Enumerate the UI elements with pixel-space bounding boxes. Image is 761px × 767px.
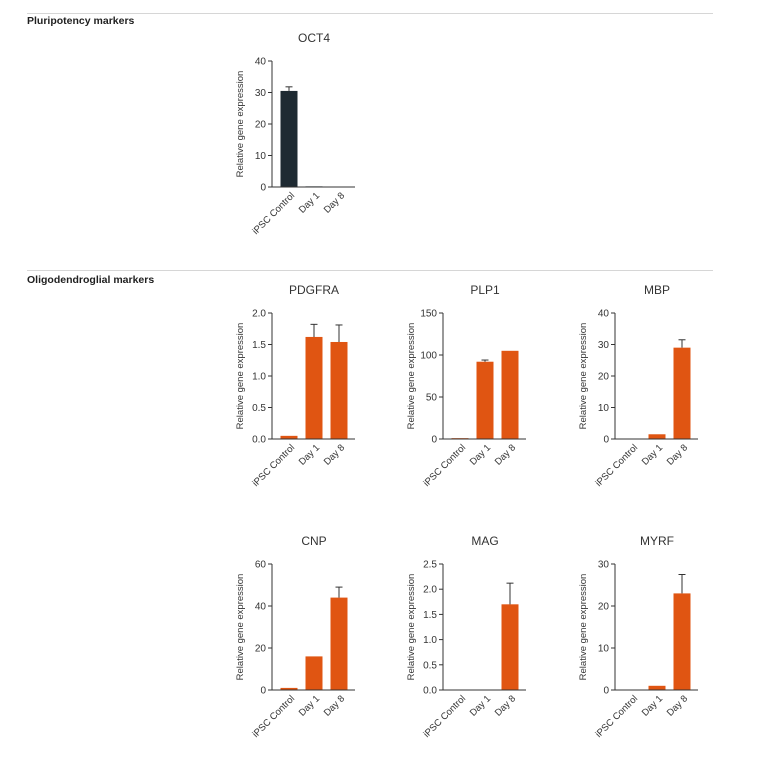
y-axis-label: Relative gene expression xyxy=(578,323,589,430)
y-tick-label: 2.0 xyxy=(252,309,266,320)
bar-day-8 xyxy=(673,593,691,690)
chart-mbp: MBP Relative gene expression 0 10 20 30 40 iPSC… xyxy=(578,283,698,489)
y-tick-label: 10 xyxy=(255,151,267,162)
y-tick-label: 0 xyxy=(260,183,266,194)
y-tick-label: 1.0 xyxy=(252,372,266,383)
chart-title: CNP xyxy=(301,534,326,548)
x-tick-label: iPSC Control xyxy=(594,693,641,740)
y-tick-label: 1.5 xyxy=(423,610,437,621)
y-tick-label: 1.0 xyxy=(423,635,437,646)
section-label-pluripotency: Pluripotency markers xyxy=(27,15,135,27)
section-divider-pluripotency xyxy=(27,13,713,14)
bar-day-1 xyxy=(305,656,323,690)
bar-day-1 xyxy=(648,434,666,439)
bar-ipsc-control xyxy=(280,435,298,439)
x-tick-label: Day 1 xyxy=(640,693,665,718)
y-tick-label: 20 xyxy=(255,120,267,131)
chart-title: MAG xyxy=(471,534,498,548)
y-tick-label: 40 xyxy=(598,309,610,320)
y-tick-label: 20 xyxy=(255,644,267,655)
bar-day-8 xyxy=(501,350,519,439)
chart-pdgfra: PDGFRA Relative gene expression 0.0 0.5 1.0 1… xyxy=(235,283,355,489)
bar-ipsc-control xyxy=(280,90,298,187)
bar-day-1 xyxy=(648,685,666,690)
x-tick-label: Day 1 xyxy=(468,693,493,718)
chart-title: PDGFRA xyxy=(289,283,339,297)
y-tick-label: 10 xyxy=(598,403,610,414)
y-axis-label: Relative gene expression xyxy=(406,323,417,430)
y-tick-label: 0.5 xyxy=(423,660,437,671)
x-tick-label: iPSC Control xyxy=(422,442,469,489)
y-axis-label: Relative gene expression xyxy=(235,574,246,681)
y-tick-label: 30 xyxy=(598,340,610,351)
y-tick-label: 0.5 xyxy=(252,403,266,414)
x-tick-label: Day 8 xyxy=(665,693,690,718)
chart-oct4: OCT4 Relative gene expression 0 10 20 30 40 iPS… xyxy=(235,31,355,237)
chart-title: MBP xyxy=(644,283,670,297)
chart-mag: MAG Relative gene expression 0.0 0.5 1.0 1.5 2… xyxy=(406,534,526,740)
x-tick-label: Day 1 xyxy=(640,442,665,467)
y-axis-label: Relative gene expression xyxy=(235,323,246,430)
y-tick-label: 30 xyxy=(255,88,267,99)
y-axis-label: Relative gene expression xyxy=(406,574,417,681)
chart-myrf: MYRF Relative gene expression 0 10 20 30 iPSC … xyxy=(578,534,698,740)
x-tick-label: iPSC Control xyxy=(422,693,469,740)
y-tick-label: 20 xyxy=(598,372,610,383)
x-tick-label: Day 8 xyxy=(493,693,518,718)
y-tick-label: 0 xyxy=(431,435,437,446)
section-label-oligodendroglial: Oligodendroglial markers xyxy=(27,274,155,286)
x-tick-label: Day 1 xyxy=(297,442,322,467)
chart-plp1: PLP1 Relative gene expression 0 50 100 150 iPS… xyxy=(406,283,526,489)
y-tick-label: 100 xyxy=(420,351,437,362)
y-tick-label: 2.0 xyxy=(423,585,437,596)
x-tick-label: Day 1 xyxy=(297,693,322,718)
x-tick-label: iPSC Control xyxy=(594,442,641,489)
chart-title: OCT4 xyxy=(298,31,330,45)
chart-cnp: CNP Relative gene expression 0 20 40 60 iPSC C… xyxy=(235,534,355,740)
x-tick-label: Day 8 xyxy=(322,442,347,467)
x-tick-label: Day 8 xyxy=(665,442,690,467)
bar-day-1 xyxy=(305,336,323,439)
y-tick-label: 50 xyxy=(426,393,438,404)
y-tick-label: 20 xyxy=(598,602,610,613)
y-tick-label: 1.5 xyxy=(252,340,266,351)
y-tick-label: 0 xyxy=(603,435,609,446)
bar-ipsc-control xyxy=(280,687,298,690)
y-tick-label: 150 xyxy=(420,309,437,320)
bar-day-8 xyxy=(330,597,348,690)
x-tick-label: iPSC Control xyxy=(251,693,298,740)
x-tick-label: Day 8 xyxy=(322,190,347,215)
chart-title: PLP1 xyxy=(470,283,500,297)
x-tick-label: Day 1 xyxy=(468,442,493,467)
y-tick-label: 0.0 xyxy=(252,435,266,446)
y-tick-label: 40 xyxy=(255,602,267,613)
x-tick-label: Day 1 xyxy=(297,190,322,215)
section-divider-oligodendroglial xyxy=(27,270,713,271)
y-tick-label: 0.0 xyxy=(423,686,437,697)
x-tick-label: Day 8 xyxy=(322,693,347,718)
y-tick-label: 10 xyxy=(598,644,610,655)
bar-day-8 xyxy=(501,604,519,690)
y-tick-label: 30 xyxy=(598,560,610,571)
bar-day-8 xyxy=(673,347,691,439)
y-axis-label: Relative gene expression xyxy=(235,71,246,178)
bar-day-8 xyxy=(330,341,348,439)
bar-day-1 xyxy=(476,361,494,439)
y-tick-label: 60 xyxy=(255,560,267,571)
y-tick-label: 40 xyxy=(255,57,267,68)
x-tick-label: iPSC Control xyxy=(251,190,298,237)
y-tick-label: 0 xyxy=(260,686,266,697)
x-tick-label: iPSC Control xyxy=(251,442,298,489)
x-tick-label: Day 8 xyxy=(493,442,518,467)
y-tick-label: 2.5 xyxy=(423,560,437,571)
chart-title: MYRF xyxy=(640,534,674,548)
y-axis-label: Relative gene expression xyxy=(578,574,589,681)
y-tick-label: 0 xyxy=(603,686,609,697)
